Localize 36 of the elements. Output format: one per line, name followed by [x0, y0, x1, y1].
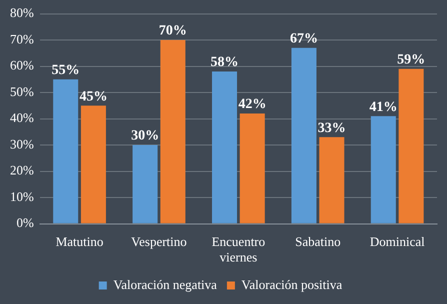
x-tick-label: Matutino: [56, 234, 104, 250]
bar: [160, 40, 186, 224]
bar: [319, 137, 344, 224]
bar: [398, 68, 424, 224]
bar: [370, 116, 396, 224]
y-tick-label: 20%: [10, 162, 34, 178]
y-tick-label: 0%: [16, 215, 34, 230]
y-tick-label: 10%: [10, 188, 34, 204]
bar: [80, 106, 106, 224]
x-tick-label: Vespertino: [131, 234, 187, 250]
bar: [212, 72, 238, 224]
data-label: 67%: [290, 32, 318, 47]
data-label: 59%: [397, 52, 426, 68]
data-label: 58%: [210, 55, 239, 70]
x-tick-label: Dominical: [370, 234, 426, 250]
bar: [132, 145, 158, 224]
y-tick-label: 70%: [10, 31, 34, 46]
y-tick-label: 40%: [10, 110, 34, 126]
data-label: 33%: [318, 120, 346, 136]
legend-label: Valoración negativa: [113, 276, 218, 292]
data-label: 42%: [238, 97, 266, 112]
bar: [53, 79, 78, 224]
data-label: 41%: [369, 100, 398, 115]
y-tick-label: 50%: [10, 84, 34, 99]
x-tick-label: Encuentro viernes: [212, 234, 266, 265]
data-label: 55%: [52, 63, 80, 78]
y-tick-label: 60%: [10, 58, 34, 73]
data-label: 30%: [131, 128, 160, 144]
x-tick-label: Sabatino: [295, 234, 341, 250]
bar: [240, 114, 265, 224]
bar: [291, 48, 316, 224]
data-label: 45%: [79, 89, 108, 104]
y-tick-label: 30%: [10, 136, 34, 152]
y-tick-label: 80%: [10, 5, 34, 20]
data-label: 70%: [158, 24, 187, 39]
legend-label: Valoración positiva: [241, 276, 342, 292]
